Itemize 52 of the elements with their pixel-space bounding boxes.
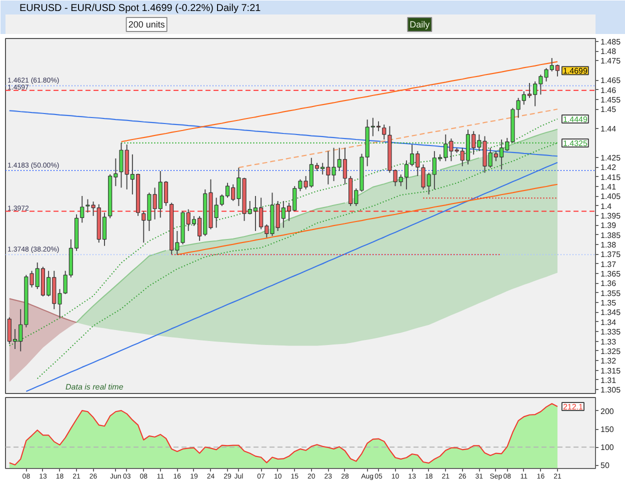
y-tick-label: 1.405: [600, 192, 622, 202]
data-label: 1.4449: [562, 114, 588, 124]
y-tick-label: 1.42: [600, 163, 617, 172]
y-tick-label: 1.39: [600, 221, 617, 230]
y-tick-label: 1.31: [600, 376, 617, 385]
text: 1.4699: [562, 66, 588, 76]
y-tick-label: 1.475: [600, 56, 622, 66]
y-tick-label: 1.37: [600, 260, 617, 269]
y-tick-label: 1.38: [600, 240, 617, 250]
y-tick-label: 1.32: [600, 356, 617, 366]
y-tick-label: 1.345: [600, 308, 622, 318]
y-tick-label: 1.46: [600, 86, 617, 95]
y-tick-label: 1.395: [600, 212, 622, 221]
y-tick-label: 1.44: [600, 124, 617, 134]
text: Daily: [410, 20, 430, 30]
y-tick-label: 1.36: [600, 279, 617, 288]
line-series: [8, 110, 558, 157]
y-tick-label: 1.385: [600, 230, 622, 240]
y-tick-label: 1.45: [600, 105, 617, 114]
y-tick-label: 1.315: [600, 366, 622, 376]
y-tick-label: 150: [600, 425, 614, 434]
y-tick-label: 1.355: [600, 288, 622, 298]
candlestick: [80, 195, 84, 224]
y-tick-label: 1.415: [600, 172, 622, 182]
y-tick-label: 1.33: [600, 337, 617, 346]
line-series: [238, 108, 558, 168]
y-tick-label: 1.325: [600, 346, 622, 356]
line-series: [120, 61, 558, 142]
y-tick-label: 1.4: [600, 202, 612, 211]
y-tick-label: 1.365: [600, 270, 622, 279]
data-label: 212.1: [562, 402, 584, 412]
y-tick-label: 1.465: [600, 76, 622, 86]
data-label: 1.4325: [562, 138, 588, 148]
y-tick-label: 1.35: [600, 298, 617, 308]
y-tick-label: 50: [600, 461, 610, 470]
y-tick-label: 1.375: [600, 250, 622, 260]
y-tick-label: 1.41: [600, 182, 617, 192]
y-tick-label: 1.34: [600, 318, 617, 327]
chart-title: EURUSD - EUR/USD Spot 1.4699 (-0.22%) Daily 7:21: [20, 3, 262, 14]
y-tick-label: 100: [600, 443, 614, 452]
y-tick-label: 1.335: [600, 328, 622, 337]
y-tick-label: 1.455: [600, 95, 622, 104]
y-tick-label: 1.48: [600, 47, 617, 56]
y-tick-label: 1.425: [600, 153, 622, 162]
text: 200 units: [128, 20, 166, 30]
candlestick: [382, 124, 386, 140]
y-tick-label: 1.305: [600, 386, 622, 395]
annotation: Data is real time: [66, 382, 124, 392]
y-tick-label: 1.485: [600, 37, 622, 46]
y-tick-label: 200: [600, 406, 614, 416]
line-series: [176, 184, 558, 256]
line-series: [8, 298, 78, 324]
